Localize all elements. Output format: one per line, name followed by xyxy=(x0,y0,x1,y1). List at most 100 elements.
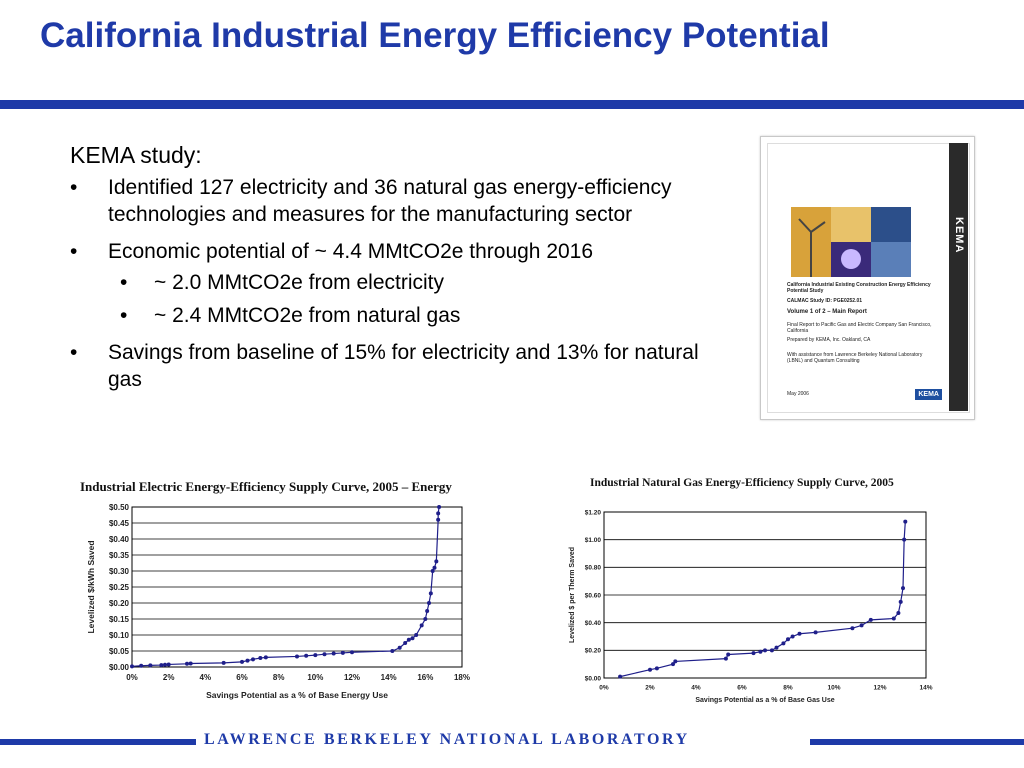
data-point xyxy=(350,650,354,655)
data-point xyxy=(891,616,896,621)
x-tick-label: 14% xyxy=(919,685,932,692)
bullet-text: Identified 127 electricity and 36 natura… xyxy=(108,176,672,226)
y-tick-label: $0.05 xyxy=(109,647,130,656)
sub-bullet-item: • ~ 2.4 MMtCO2e from natural gas xyxy=(70,302,720,329)
data-point xyxy=(898,599,903,604)
data-point xyxy=(436,511,441,516)
footer-lab-name: LAWRENCE BERKELEY NATIONAL LABORATORY xyxy=(204,731,690,748)
data-point xyxy=(245,658,250,663)
data-point xyxy=(419,623,424,628)
data-point xyxy=(397,645,402,650)
x-tick-label: 2% xyxy=(645,685,655,692)
sub-bullet-text: ~ 2.0 MMtCO2e from electricity xyxy=(154,271,444,294)
x-tick-label: 0% xyxy=(599,685,609,692)
y-tick-label: $1.20 xyxy=(585,509,602,516)
x-axis-label: Savings Potential as a % of Base Energy … xyxy=(206,690,388,700)
data-point xyxy=(896,610,901,615)
chart-title-gas: Industrial Natural Gas Energy-Efficiency… xyxy=(590,477,894,489)
y-tick-label: $0.50 xyxy=(109,503,130,512)
bullet-dot: • xyxy=(120,304,128,327)
data-point xyxy=(304,653,309,658)
bullet-dot: • xyxy=(70,240,78,263)
electric-supply-curve-chart: $0.00 $0.05 $0.10 $0.15 $0.20 $0.25 $0.30 $0.35… xyxy=(86,503,470,700)
x-tick-label: 14% xyxy=(381,673,397,682)
y-tick-label: $0.45 xyxy=(109,519,130,528)
data-point xyxy=(240,659,244,664)
bullet-text: Savings from baseline of 15% for electri… xyxy=(108,341,699,391)
data-point xyxy=(313,653,318,658)
data-point xyxy=(251,657,255,662)
y-tick-label: $0.00 xyxy=(109,663,130,672)
data-point xyxy=(263,655,268,660)
data-point xyxy=(726,652,731,657)
data-point xyxy=(797,631,802,636)
y-tick-label: $0.20 xyxy=(109,599,130,608)
bullet-item: • Savings from baseline of 15% for elect… xyxy=(70,339,720,393)
data-point xyxy=(139,663,144,668)
y-tick-label: $1.00 xyxy=(585,537,602,544)
data-point xyxy=(428,591,433,596)
x-tick-label: 16% xyxy=(417,673,433,682)
data-point xyxy=(903,519,908,524)
y-tick-label: $0.00 xyxy=(585,675,602,682)
data-point xyxy=(410,636,415,641)
x-tick-label: 2% xyxy=(163,673,175,682)
y-tick-label: $0.35 xyxy=(109,551,130,560)
data-point xyxy=(434,559,439,564)
data-point xyxy=(130,664,134,669)
cover-study-id: CALMAC Study ID: PGE0252.01 xyxy=(787,298,863,304)
data-point xyxy=(340,650,345,655)
data-point xyxy=(654,666,659,671)
y-tick-label: $0.15 xyxy=(109,615,130,624)
report-cover-image: KEMA California Industrial Existing Cons… xyxy=(760,136,975,420)
y-tick-label: $0.25 xyxy=(109,583,130,592)
x-tick-label: 6% xyxy=(737,685,747,692)
data-point xyxy=(786,637,790,642)
bullet-item: • Economic potential of ~ 4.4 MMtCO2e th… xyxy=(70,238,720,265)
bullet-item: • Identified 127 electricity and 36 natu… xyxy=(70,174,720,228)
data-point xyxy=(859,623,864,628)
data-point xyxy=(723,656,728,661)
title-divider xyxy=(0,100,1024,109)
data-point xyxy=(403,641,408,645)
data-point xyxy=(430,569,435,573)
data-point xyxy=(331,651,336,656)
data-point xyxy=(901,586,905,591)
data-point xyxy=(185,661,189,666)
data-point xyxy=(902,537,907,542)
cover-date: May 2006 xyxy=(787,391,809,397)
bullet-text: Economic potential of ~ 4.4 MMtCO2e thro… xyxy=(108,240,594,263)
data-point xyxy=(850,626,855,631)
data-point xyxy=(774,645,779,650)
x-tick-label: 4% xyxy=(691,685,701,692)
data-point xyxy=(751,651,756,656)
x-axis-label: Savings Potential as a % of Base Gas Use xyxy=(695,697,834,704)
x-tick-label: 8% xyxy=(783,685,793,692)
y-tick-label: $0.20 xyxy=(585,648,602,655)
bullet-dot: • xyxy=(70,176,78,199)
data-point xyxy=(868,617,873,622)
cover-title: California Industrial Existing Construct… xyxy=(787,282,931,294)
y-tick-label: $0.60 xyxy=(585,592,602,599)
data-point xyxy=(648,667,652,672)
y-tick-label: $0.40 xyxy=(585,620,602,627)
x-tick-label: 10% xyxy=(827,685,840,692)
kema-logo: KEMA xyxy=(915,389,942,400)
cover-volume: Volume 1 of 2 – Main Report xyxy=(787,309,867,315)
data-point xyxy=(159,663,164,668)
cover-assistance: With assistance from Lawrence Berkeley N… xyxy=(787,352,923,364)
data-point xyxy=(166,662,171,667)
data-point xyxy=(437,505,442,509)
cover-band xyxy=(949,143,968,411)
data-point xyxy=(295,654,299,659)
data-point xyxy=(436,517,441,522)
x-tick-label: 18% xyxy=(454,673,470,682)
data-point xyxy=(414,633,419,637)
data-point xyxy=(673,659,678,664)
footer-rule-left xyxy=(0,739,196,745)
bullet-content: KEMA study: • Identified 127 electricity… xyxy=(70,140,720,403)
y-tick-label: $0.40 xyxy=(109,535,130,544)
data-point xyxy=(427,601,431,605)
cover-band-label: KEMA xyxy=(953,217,965,254)
bullet-dot: • xyxy=(70,341,78,364)
